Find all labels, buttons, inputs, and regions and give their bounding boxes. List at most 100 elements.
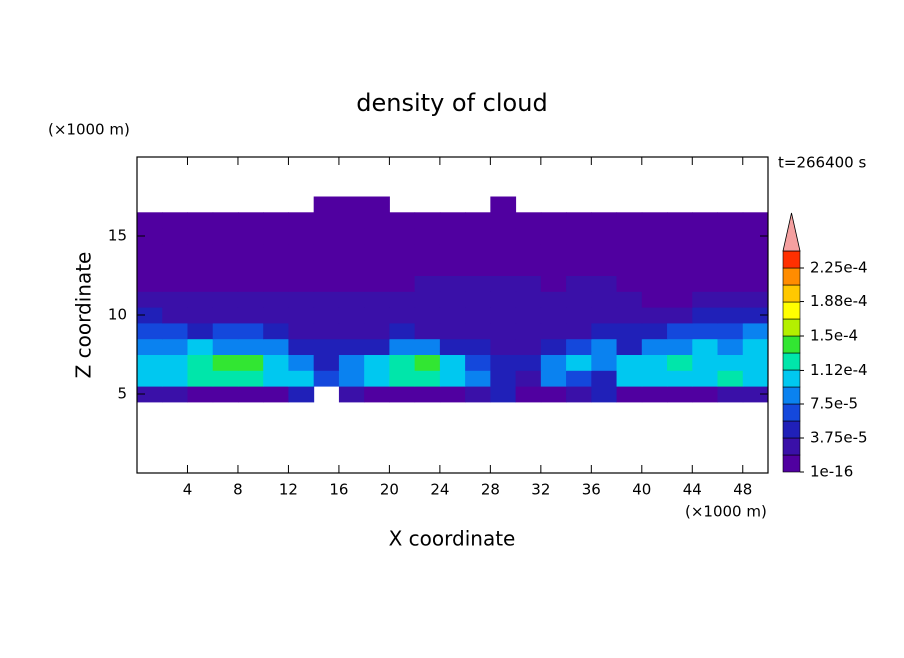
contour-cell	[566, 386, 592, 403]
contour-cell	[465, 370, 491, 387]
contour-cell	[389, 386, 416, 403]
contour-cell	[389, 259, 416, 276]
contour-cell	[237, 354, 264, 371]
contour-cell	[237, 275, 264, 292]
contour-cell	[288, 275, 315, 292]
contour-cell	[414, 243, 441, 261]
contour-cell	[288, 243, 315, 261]
colorbar-tick-label: 2.25e-4	[810, 259, 868, 277]
contour-cell	[313, 291, 340, 308]
contour-cell	[389, 243, 416, 261]
colorbar-tick-label: 1.12e-4	[810, 361, 868, 379]
contour-cell	[515, 212, 542, 229]
contour-cell	[717, 243, 744, 261]
contour-cell	[364, 196, 390, 213]
contour-cell	[465, 338, 491, 355]
contour-cell	[591, 338, 618, 355]
colorbar-box	[782, 335, 801, 354]
contour-cell	[338, 338, 365, 355]
contour-cell	[338, 228, 365, 245]
colorbar-box	[782, 352, 801, 371]
contour-cell	[162, 275, 188, 292]
contour-cell	[717, 386, 744, 403]
contour-cell	[364, 354, 390, 371]
colorbar-box	[782, 318, 801, 337]
contour-cell	[591, 259, 618, 276]
contour-cell	[742, 243, 769, 261]
contour-cell	[566, 228, 592, 245]
contour-cell	[162, 322, 188, 340]
contour-cell	[717, 354, 744, 371]
contour-cell	[566, 212, 592, 229]
colorbar-tick-label: 1.88e-4	[810, 292, 868, 310]
contour-cell	[162, 228, 188, 245]
contour-cell	[338, 307, 365, 324]
contour-cell	[414, 370, 441, 387]
contour-cell	[566, 322, 592, 340]
contour-cell	[742, 228, 769, 245]
contour-cell	[389, 291, 416, 308]
colorbar-box	[782, 284, 801, 303]
contour-cell	[641, 338, 668, 355]
contour-cell	[389, 228, 416, 245]
contour-cell	[263, 338, 289, 355]
contour-cell	[490, 196, 517, 213]
contour-cell	[338, 370, 365, 387]
contour-cell	[490, 307, 517, 324]
contour-cell	[465, 228, 491, 245]
contour-cell	[338, 354, 365, 371]
contour-cell	[237, 291, 264, 308]
contour-cell	[591, 228, 618, 245]
contour-cell	[540, 322, 567, 340]
colorbar-tick-label: 7.5e-5	[810, 395, 858, 413]
contour-cell	[667, 243, 693, 261]
contour-cell	[364, 212, 390, 229]
contour-cell	[263, 212, 289, 229]
contour-cell	[212, 307, 239, 324]
x-tick-label: 28	[481, 481, 500, 499]
contour-cell	[667, 275, 693, 292]
contour-cell	[591, 386, 618, 403]
contour-cell	[490, 243, 517, 261]
contour-cell	[187, 212, 214, 229]
contour-cell	[616, 212, 643, 229]
contour-cell	[288, 338, 315, 355]
contour-cell	[465, 322, 491, 340]
contour-cell	[742, 291, 769, 308]
contour-cell	[439, 259, 466, 276]
contour-cell	[212, 243, 239, 261]
contour-cell	[641, 291, 668, 308]
contour-cell	[616, 259, 643, 276]
contour-cell	[490, 259, 517, 276]
contour-cell	[439, 370, 466, 387]
contour-cell	[717, 370, 744, 387]
contour-cell	[263, 228, 289, 245]
contour-cell	[187, 307, 214, 324]
contour-cell	[137, 291, 163, 308]
contour-cell	[692, 228, 719, 245]
contour-cell	[616, 307, 643, 324]
contour-cell	[212, 275, 239, 292]
contour-cell	[540, 307, 567, 324]
contour-cell	[717, 291, 744, 308]
contour-cell	[490, 228, 517, 245]
contour-cell	[162, 212, 188, 229]
y-axis-label: Z coordinate	[72, 252, 96, 379]
contour-field	[137, 196, 769, 403]
x-tick-label: 44	[683, 481, 702, 499]
contour-cell	[616, 386, 643, 403]
contour-cell	[237, 338, 264, 355]
y-unit: (×1000 m)	[48, 121, 130, 139]
contour-cell	[313, 370, 340, 387]
colorbar-box	[782, 403, 801, 422]
colorbar-box	[782, 454, 801, 473]
contour-cell	[137, 386, 163, 403]
x-tick-label: 36	[582, 481, 601, 499]
contour-cell	[540, 354, 567, 371]
contour-cell	[465, 307, 491, 324]
contour-cell	[187, 259, 214, 276]
contour-cell	[137, 275, 163, 292]
contour-cell	[641, 212, 668, 229]
